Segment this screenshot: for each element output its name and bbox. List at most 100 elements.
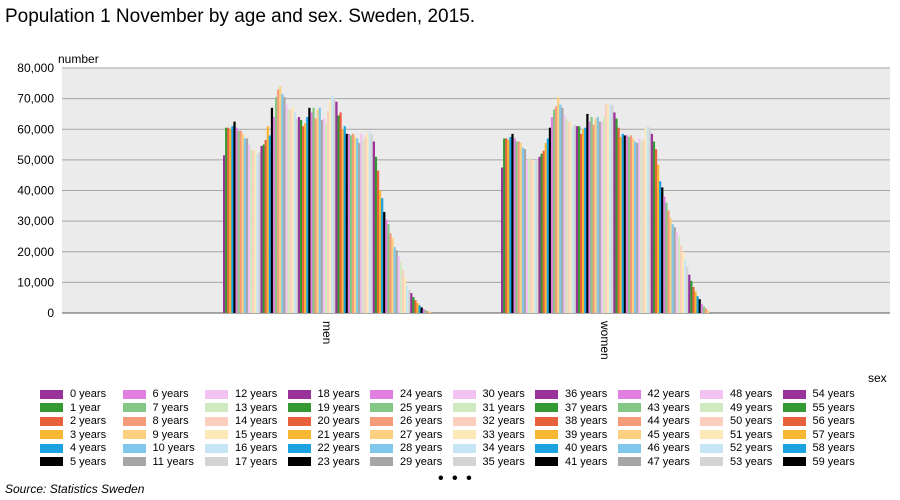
legend-item: 39 years: [535, 429, 607, 441]
bar: [665, 202, 668, 313]
bar: [293, 112, 296, 313]
bar: [600, 121, 604, 313]
y-tick-label: 80,000: [17, 61, 54, 75]
bar: [517, 141, 520, 313]
legend-swatch: [287, 443, 311, 453]
legend-swatch: [287, 416, 311, 426]
bar: [671, 224, 674, 313]
legend-swatch: [535, 403, 558, 412]
legend-more-indicator[interactable]: • • •: [438, 470, 474, 487]
legend-item: 44 years: [617, 415, 690, 427]
bar: [389, 233, 392, 314]
bar: [588, 121, 591, 313]
legend-swatch: [40, 403, 63, 412]
legend-swatch: [700, 403, 723, 412]
bar: [505, 138, 508, 313]
legend-item: 51 years: [700, 429, 772, 441]
legend-swatch: [122, 416, 146, 426]
bar: [530, 159, 533, 314]
bar: [312, 107, 315, 313]
bar: [374, 156, 378, 313]
legend-swatch: [205, 416, 228, 426]
bar: [291, 107, 294, 313]
legend-swatch: [370, 403, 393, 412]
bar: [412, 297, 415, 313]
bar: [550, 117, 554, 313]
legend-item: 11 years: [122, 456, 194, 468]
bar: [667, 210, 670, 313]
bar: [399, 262, 403, 313]
bar: [557, 97, 560, 313]
bar: [546, 138, 549, 313]
bar: [356, 138, 359, 313]
bar: [532, 159, 535, 314]
legend-item: 36 years: [535, 388, 607, 400]
legend-swatch: [370, 443, 393, 453]
legend-swatch: [40, 457, 63, 466]
bar: [270, 107, 274, 313]
bar: [677, 236, 681, 313]
legend-label: 13 years: [235, 401, 278, 414]
legend-swatch: [700, 457, 723, 466]
legend-item: 9 years: [122, 429, 189, 441]
bar: [528, 158, 531, 313]
bar: [314, 118, 317, 313]
bar: [266, 126, 269, 313]
bar: [621, 133, 624, 313]
bar: [629, 135, 633, 314]
legend-label: 14 years: [235, 415, 278, 427]
bar: [424, 310, 427, 313]
legend-item: 17 years: [205, 456, 277, 468]
bar: [410, 293, 413, 313]
bar: [571, 126, 574, 313]
legend-swatch: [122, 443, 146, 453]
legend-swatch: [782, 443, 806, 453]
bar: [501, 167, 504, 313]
legend-label: 55 years: [812, 401, 855, 414]
legend-label: 27 years: [400, 428, 443, 441]
legend-swatch: [700, 443, 723, 453]
legend-item: 20 years: [287, 415, 360, 427]
y-tick-label: 20,000: [17, 245, 54, 259]
legend-swatch: [782, 403, 806, 412]
bar: [619, 136, 622, 313]
bar: [406, 285, 409, 313]
legend-label: 43 years: [647, 401, 690, 414]
legend-label: 24 years: [400, 388, 443, 400]
legend-swatch: [452, 443, 476, 453]
bar: [679, 245, 683, 314]
bar: [302, 126, 305, 313]
legend-label: 22 years: [317, 442, 360, 454]
x-tick-label: women: [598, 320, 612, 360]
bar: [538, 156, 541, 313]
legend-item: 58 years: [782, 442, 855, 454]
bar: [272, 117, 276, 313]
legend-swatch: [370, 430, 393, 439]
bar: [414, 300, 417, 313]
bar: [327, 110, 330, 314]
legend-item: 10 years: [122, 442, 195, 454]
bar: [233, 121, 236, 313]
bar: [611, 104, 614, 313]
bar: [260, 146, 263, 313]
bar: [358, 143, 361, 313]
bar: [329, 100, 332, 313]
bar: [262, 144, 265, 313]
bar: [229, 129, 232, 313]
bar: [590, 117, 593, 313]
legend-item: 38 years: [535, 415, 607, 427]
legend-label: 17 years: [235, 455, 278, 468]
bar: [686, 267, 689, 313]
legend-label: 10 years: [152, 442, 195, 454]
bar: [684, 260, 687, 313]
bar: [646, 126, 649, 313]
legend-label: 0 years: [70, 388, 107, 400]
bar: [669, 218, 672, 313]
bar: [341, 129, 344, 313]
bar: [351, 133, 355, 313]
legend-swatch: [452, 403, 476, 412]
bar: [241, 133, 244, 313]
legend-label: 42 years: [647, 388, 690, 400]
bar: [650, 133, 653, 313]
bar: [503, 138, 506, 313]
